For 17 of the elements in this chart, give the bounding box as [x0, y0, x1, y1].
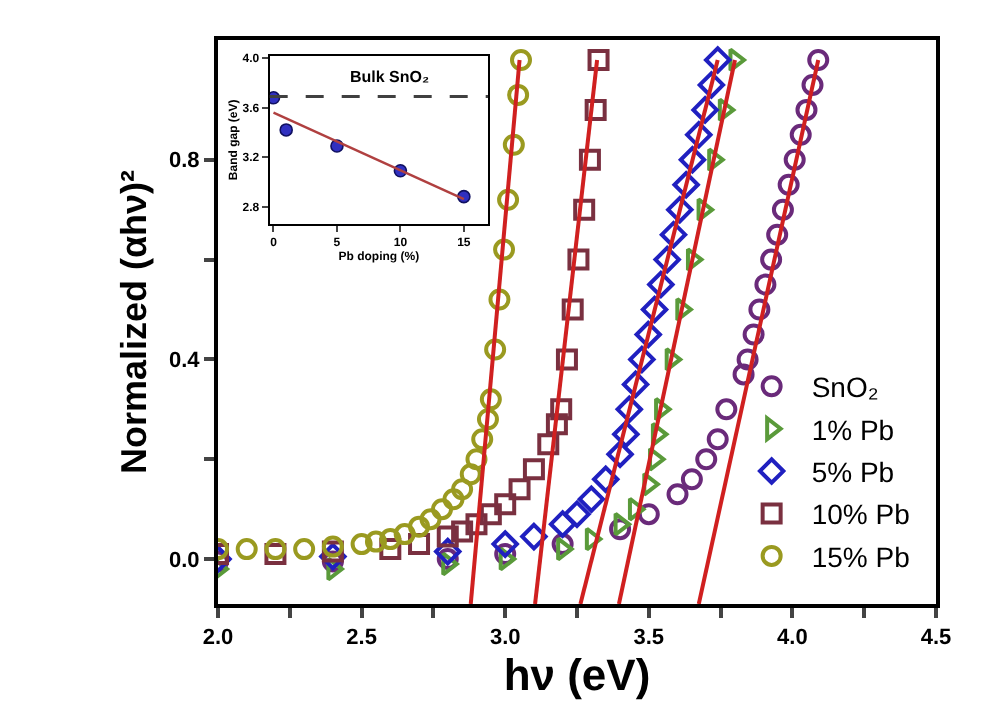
x-tick-label: 3.5 — [633, 626, 665, 651]
x-tick-label: 4.0 — [777, 626, 808, 651]
ref-line-label: Bulk SnO₂ — [350, 68, 431, 86]
legend-label: 5% Pb — [811, 456, 895, 488]
y-axis-title: Normalized (αhν)² — [114, 169, 155, 475]
legend-label: 15% Pb — [811, 540, 911, 573]
legend-label: 1% Pb — [811, 413, 895, 446]
legend-label: SnO₂ — [811, 371, 879, 404]
x-tick-label: 2.5 — [346, 626, 377, 651]
legend-label: 10% Pb — [811, 498, 911, 531]
x-tick-label: 3.0 — [489, 626, 521, 651]
x-axis-title: hν (eV) — [503, 650, 651, 701]
y-tick-label: 0.4 — [169, 349, 202, 374]
y-tick-label: 0.0 — [169, 548, 200, 573]
y-tick-label: 0.8 — [169, 149, 200, 174]
x-tick-label: 2.0 — [202, 626, 234, 651]
x-tick-label: 4.5 — [920, 626, 952, 651]
